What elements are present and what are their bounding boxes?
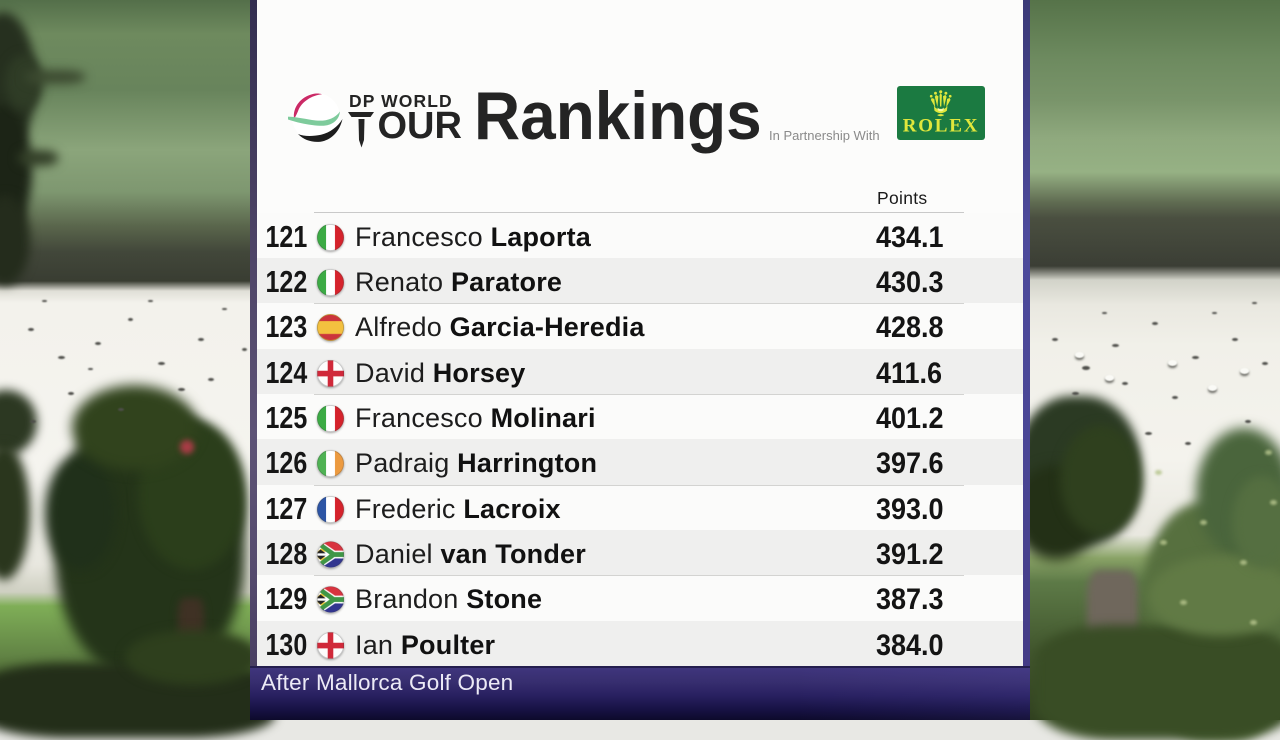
svg-text:ROLEX: ROLEX xyxy=(903,116,980,137)
